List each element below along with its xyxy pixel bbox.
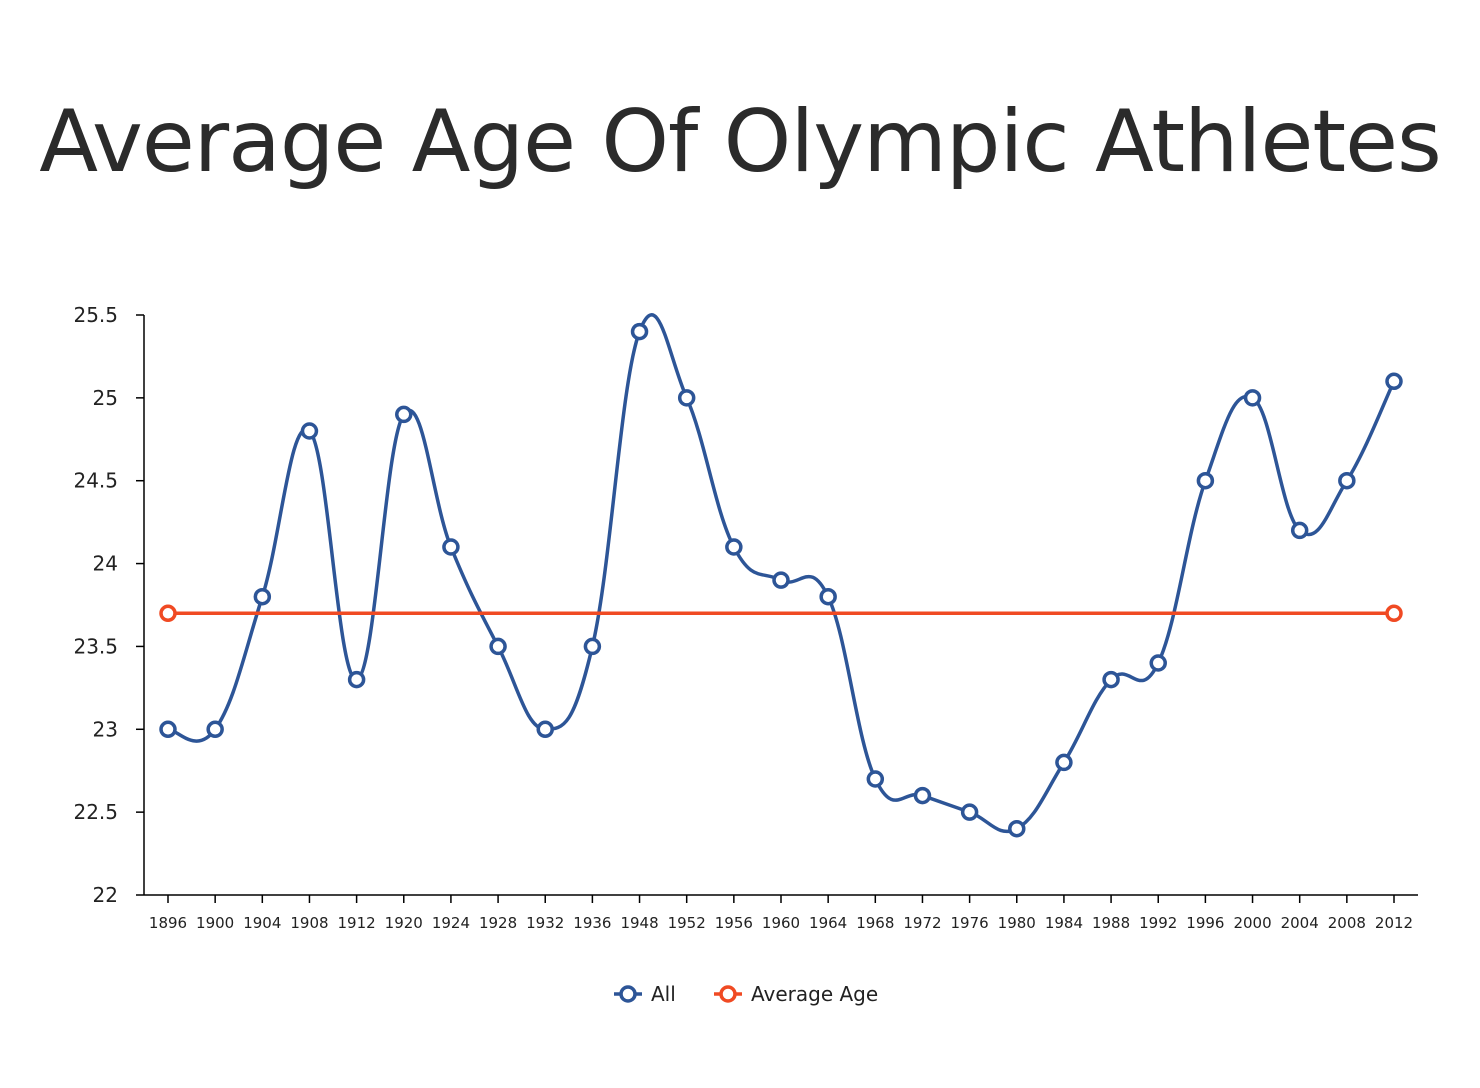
data-point-all bbox=[347, 670, 366, 689]
data-point-all bbox=[960, 803, 979, 821]
data-point-all bbox=[913, 786, 932, 805]
y-tick-label: 23.5 bbox=[73, 634, 118, 658]
x-tick-label: 2008 bbox=[1328, 914, 1366, 932]
data-point-all bbox=[206, 720, 224, 739]
y-tick-label: 22 bbox=[93, 883, 118, 907]
data-point-average-age bbox=[159, 604, 177, 623]
x-tick-label: 1980 bbox=[998, 914, 1036, 932]
legend-label: Average Age bbox=[751, 982, 878, 1006]
data-point-all bbox=[1149, 654, 1167, 672]
legend-marker-icon bbox=[619, 985, 637, 1003]
data-point-all bbox=[772, 571, 790, 589]
y-tick-label: 25.5 bbox=[73, 303, 118, 327]
data-point-all bbox=[630, 322, 649, 341]
legend-label: All bbox=[651, 982, 676, 1006]
data-point-all bbox=[1243, 389, 1262, 407]
x-tick-label: 1896 bbox=[149, 914, 187, 932]
legend-item-all: All bbox=[614, 982, 676, 1006]
data-point-all bbox=[1338, 471, 1356, 490]
data-point-all bbox=[253, 587, 272, 606]
data-point-all bbox=[583, 637, 602, 656]
data-point-all bbox=[1290, 521, 1309, 540]
data-point-average-age bbox=[1385, 604, 1403, 623]
data-point-all bbox=[1008, 819, 1026, 838]
legend-item-average-age: Average Age bbox=[714, 982, 878, 1006]
x-tick-label: 1992 bbox=[1139, 914, 1177, 932]
data-point-all bbox=[536, 720, 554, 739]
data-point-all bbox=[1102, 670, 1120, 689]
x-tick-label: 1984 bbox=[1045, 914, 1083, 932]
x-tick-label: 1904 bbox=[243, 914, 281, 932]
x-tick-label: 1932 bbox=[526, 914, 564, 932]
x-tick-label: 1912 bbox=[338, 914, 376, 932]
x-tick-label: 1956 bbox=[715, 914, 753, 932]
x-tick-label: 1976 bbox=[951, 914, 989, 932]
data-point-all bbox=[489, 637, 507, 656]
x-tick-label: 1972 bbox=[903, 914, 941, 932]
x-tick-label: 2000 bbox=[1233, 914, 1271, 932]
x-tick-label: 1928 bbox=[479, 914, 517, 932]
x-tick-label: 1900 bbox=[196, 914, 234, 932]
y-tick-label: 22.5 bbox=[73, 800, 118, 824]
legend-marker-icon bbox=[719, 985, 737, 1003]
x-tick-label: 1996 bbox=[1186, 914, 1224, 932]
data-point-all bbox=[677, 389, 696, 407]
x-tick-label: 1952 bbox=[668, 914, 706, 932]
y-tick-label: 24 bbox=[93, 552, 118, 576]
data-point-all bbox=[866, 770, 885, 788]
chart-title: Average Age Of Olympic Athletes bbox=[39, 92, 1442, 192]
data-point-all bbox=[159, 720, 177, 739]
data-point-all bbox=[1385, 372, 1403, 391]
y-tick-label: 24.5 bbox=[73, 469, 118, 493]
x-tick-label: 2004 bbox=[1281, 914, 1319, 932]
data-point-all bbox=[819, 587, 837, 606]
x-tick-label: 1936 bbox=[573, 914, 611, 932]
data-point-all bbox=[395, 405, 413, 424]
data-point-all bbox=[1196, 471, 1215, 490]
data-point-all bbox=[442, 538, 460, 556]
y-tick-label: 23 bbox=[93, 717, 118, 741]
data-point-all bbox=[725, 538, 743, 556]
y-tick-label: 25 bbox=[93, 386, 118, 410]
data-point-all bbox=[1055, 753, 1073, 772]
x-tick-label: 1920 bbox=[385, 914, 423, 932]
x-tick-label: 1960 bbox=[762, 914, 800, 932]
x-tick-label: 1988 bbox=[1092, 914, 1130, 932]
data-point-all bbox=[300, 422, 319, 440]
x-tick-label: 1924 bbox=[432, 914, 470, 932]
x-tick-label: 1908 bbox=[290, 914, 328, 932]
x-tick-label: 2012 bbox=[1375, 914, 1413, 932]
x-tick-label: 1948 bbox=[620, 914, 658, 932]
x-tick-label: 1964 bbox=[809, 914, 847, 932]
x-tick-label: 1968 bbox=[856, 914, 894, 932]
